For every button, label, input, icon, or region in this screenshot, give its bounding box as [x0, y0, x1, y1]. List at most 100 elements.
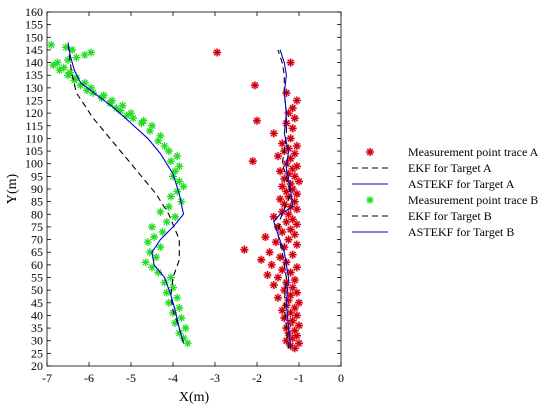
data-point: [156, 207, 165, 216]
y-tick-label: 125: [25, 94, 43, 108]
data-point: [169, 283, 177, 292]
y-tick-label: 100: [25, 157, 43, 171]
data-point: [282, 278, 291, 287]
data-point: [164, 202, 173, 211]
data-point: [53, 58, 62, 67]
data-point: [290, 172, 299, 181]
data-point: [66, 68, 75, 77]
data-point: [290, 114, 299, 123]
x-tick-label: -6: [84, 371, 94, 385]
data-point: [129, 114, 138, 123]
y-tick-label: 65: [31, 245, 43, 259]
data-point: [280, 313, 289, 323]
data-point: [269, 212, 278, 222]
x-tick-label: -4: [168, 371, 178, 385]
data-point: [166, 192, 175, 201]
data-point: [286, 225, 295, 234]
legend-label: EKF for Target A: [408, 161, 492, 175]
data-point: [116, 106, 125, 115]
y-tick-label: 20: [31, 359, 43, 373]
y-tick-label: 30: [31, 334, 43, 348]
data-point: [162, 217, 171, 226]
data-point: [286, 134, 295, 143]
data-point: [282, 217, 291, 227]
y-tick-label: 95: [31, 169, 43, 183]
data-point: [175, 162, 184, 171]
y-tick-label: 155: [25, 18, 43, 32]
data-point: [284, 144, 293, 153]
data-point: [171, 319, 180, 328]
data-point: [156, 131, 165, 140]
data-point: [250, 81, 260, 90]
data-point: [269, 280, 278, 290]
data-point: [160, 278, 169, 287]
data-point: [275, 167, 285, 176]
y-tick-label: 25: [31, 346, 43, 360]
data-point: [112, 104, 121, 113]
data-point: [252, 116, 262, 125]
data-point: [164, 298, 173, 307]
data-point: [175, 303, 184, 312]
legend-item: EKF for Target A: [352, 161, 492, 175]
data-point: [288, 250, 297, 259]
legend-item: Measurement point trace B: [366, 193, 538, 207]
y-tick-label: 55: [31, 271, 43, 285]
series-0-points: [212, 48, 304, 353]
legend-label: EKF for Target B: [408, 209, 492, 223]
x-tick-label: -5: [126, 371, 136, 385]
y-tick-label: 140: [25, 56, 43, 70]
series-3-points: [47, 40, 192, 348]
y-tick-label: 160: [25, 5, 43, 19]
data-point: [179, 334, 188, 343]
data-point: [280, 285, 289, 295]
data-point: [80, 50, 89, 59]
legend-label: Measurement point trace A: [408, 145, 539, 159]
data-point: [166, 273, 175, 282]
data-point: [141, 258, 150, 267]
legend-label: Measurement point trace B: [408, 193, 538, 207]
data-point: [292, 311, 302, 320]
data-point: [292, 96, 302, 105]
y-tick-label: 105: [25, 144, 43, 158]
data-point: [171, 167, 180, 176]
x-tick-label: -7: [42, 371, 52, 385]
data-point: [265, 248, 274, 257]
y-tick-label: 80: [31, 207, 43, 221]
data-point: [183, 339, 192, 348]
data-point: [171, 212, 180, 221]
y-tick-label: 150: [25, 30, 43, 44]
y-tick-label: 130: [25, 81, 43, 95]
y-tick-label: 85: [31, 195, 43, 209]
y-tick-label: 50: [31, 283, 43, 297]
data-point: [273, 151, 283, 161]
data-point: [271, 237, 281, 247]
y-tick-label: 120: [25, 106, 43, 120]
data-point: [150, 233, 159, 242]
data-point: [278, 182, 287, 191]
x-tick-label: 0: [338, 371, 344, 385]
data-point: [284, 235, 293, 244]
x-axis-ticks: -7 -6 -5 -4 -3 -2 -1 0: [42, 12, 344, 385]
data-point: [263, 270, 272, 280]
data-point: [267, 260, 276, 270]
data-point: [162, 288, 171, 297]
data-point: [278, 139, 287, 148]
data-point: [177, 313, 186, 322]
legend-swatch: [366, 196, 374, 204]
y-axis-label: Y(m): [5, 174, 20, 205]
data-point: [261, 232, 270, 242]
data-point: [248, 156, 257, 166]
data-point: [288, 103, 297, 113]
data-point: [72, 53, 81, 62]
data-point: [99, 91, 108, 100]
data-point: [160, 142, 169, 151]
legend-item: ASTEKF for Target A: [352, 177, 515, 191]
data-point: [122, 111, 131, 120]
legend-item: EKF for Target B: [352, 209, 492, 223]
x-tick-label: -2: [252, 371, 262, 385]
legend: Measurement point trace A EKF for Target …: [352, 145, 539, 239]
data-point: [288, 283, 297, 292]
data-point: [179, 182, 188, 191]
data-point: [290, 275, 299, 285]
legend-item: Measurement point trace A: [365, 145, 539, 159]
